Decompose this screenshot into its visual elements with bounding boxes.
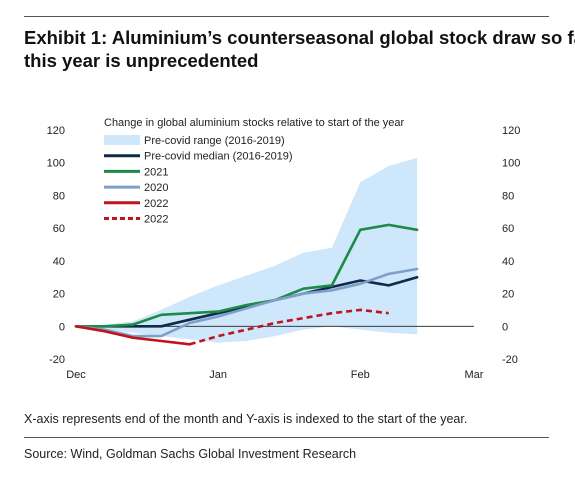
source-line: Source: Wind, Goldman Sachs Global Inves… — [24, 447, 357, 461]
series-line-2 — [74, 223, 419, 328]
y-tick-label-left: 120 — [47, 125, 65, 137]
legend: Change in global aluminium stocks relati… — [104, 117, 405, 226]
y-tick-label-right: 80 — [502, 190, 514, 202]
y-tick-label-left: 40 — [53, 256, 65, 268]
exhibit-title: Exhibit 1: Aluminium’s counterseasonal g… — [24, 26, 575, 72]
y-tick-label-left: 80 — [53, 190, 65, 202]
x-tick-label: Feb — [351, 369, 370, 381]
range-band — [76, 157, 418, 343]
y-tick-label-right: 0 — [502, 321, 508, 333]
y-tick-label-right: 60 — [502, 223, 514, 235]
y-tick-label-left: -20 — [49, 354, 65, 366]
chart-note: X-axis represents end of the month and Y… — [24, 412, 468, 426]
series-line-4 — [74, 325, 191, 346]
exhibit-title-line-1: Exhibit 1: Aluminium’s counterseasonal g… — [24, 27, 575, 48]
x-tick-label: Mar — [465, 369, 484, 381]
legend-label: 2022 — [144, 214, 168, 226]
legend-label: Pre-covid median (2016-2019) — [144, 151, 293, 163]
legend-label: 2021 — [144, 166, 168, 178]
top-rule — [24, 16, 549, 17]
series-line-3 — [74, 267, 419, 338]
exhibit-title-line-2: this year is unprecedented — [24, 50, 259, 71]
y-tick-label-right: 100 — [502, 158, 520, 170]
x-tick-label: Dec — [66, 369, 86, 381]
range-band-layer — [76, 157, 418, 343]
series-line-1 — [74, 275, 419, 328]
y-tick-label-right: 20 — [502, 289, 514, 301]
y-tick-label-left: 60 — [53, 223, 65, 235]
y-tick-label-left: 20 — [53, 289, 65, 301]
chart-subtitle: Change in global aluminium stocks relati… — [104, 117, 405, 129]
legend-label: 2020 — [144, 182, 168, 194]
series-line-5 — [189, 308, 389, 346]
y-tick-label-left: 100 — [47, 158, 65, 170]
x-tick-label: Jan — [209, 369, 227, 381]
y-tick-label-right: -20 — [502, 354, 518, 366]
legend-label: 2022 — [144, 198, 168, 210]
y-tick-label-right: 40 — [502, 256, 514, 268]
y-tick-label-left: 0 — [59, 321, 65, 333]
y-tick-label-right: 120 — [502, 125, 520, 137]
legend-swatch-band — [104, 135, 140, 145]
footer-rule — [24, 437, 549, 438]
legend-label: Pre-covid range (2016-2019) — [144, 135, 285, 147]
series-layer — [74, 223, 419, 346]
